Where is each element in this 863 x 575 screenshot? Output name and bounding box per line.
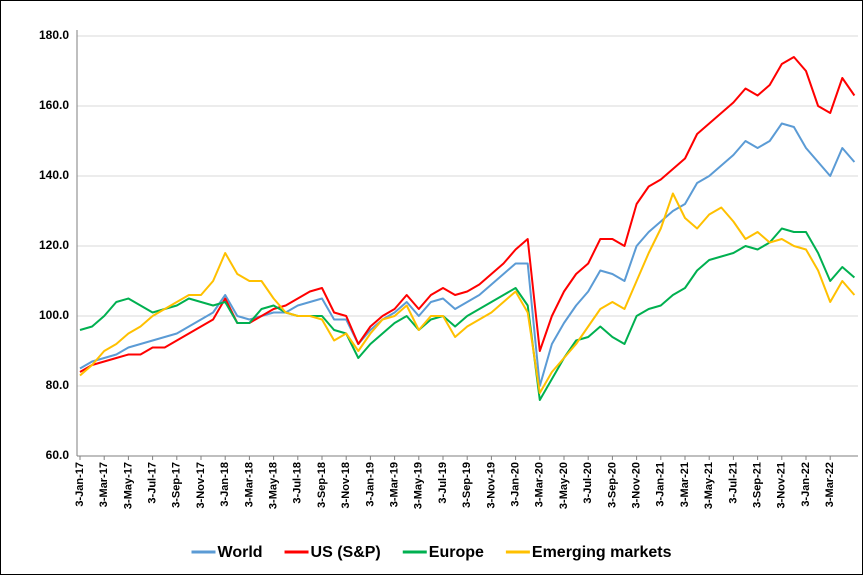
x-tick-label: 3-Jul-20 <box>582 462 594 504</box>
y-tick-label: 140.0 <box>39 168 69 182</box>
plot <box>79 56 856 401</box>
x-tick-label: 3-Nov-19 <box>485 462 497 508</box>
legend-label: Emerging markets <box>532 544 672 561</box>
x-tick-label: 3-Jan-19 <box>364 462 376 507</box>
x-tick-label: 3-Jan-17 <box>74 462 86 507</box>
y-tick-label: 180.0 <box>39 28 69 42</box>
series-line <box>79 122 856 387</box>
x-tick-label: 3-Jul-19 <box>437 462 449 504</box>
y-tick-label: 160.0 <box>39 98 69 112</box>
y-tick-label: 120.0 <box>39 238 69 252</box>
legend-item: Emerging markets <box>505 544 672 561</box>
y-tick-label: 60.0 <box>46 448 70 462</box>
x-tick-label: 3-Sep-17 <box>171 462 183 508</box>
x-tick-label: 3-Nov-18 <box>340 462 352 508</box>
y-tick-label: 100.0 <box>39 308 69 322</box>
legend-item: World <box>191 544 263 561</box>
x-tick-label: 3-Jan-18 <box>219 462 231 507</box>
x-tick-label: 3-Nov-17 <box>195 462 207 508</box>
x-tick-label: 3-Jan-20 <box>510 462 522 507</box>
legend: World US (S&P) Europe Emerging markets <box>191 544 672 561</box>
x-tick-label: 3-May-19 <box>413 462 425 509</box>
x-tick-label: 3-Jul-21 <box>727 462 739 504</box>
x-tick-label: 3-Mar-20 <box>534 462 546 507</box>
x-tick-label: 3-Jul-18 <box>292 462 304 504</box>
x-tick-label: 3-Jul-17 <box>147 462 159 504</box>
series-line <box>79 192 856 394</box>
x-tick-label: 3-Jan-22 <box>800 462 812 507</box>
legend-item: US (S&P) <box>284 544 381 561</box>
x-tick-label: 3-Nov-21 <box>776 462 788 508</box>
series-line <box>79 56 856 373</box>
x-tick-label: 3-Mar-17 <box>98 462 110 507</box>
x-tick-label: 3-Mar-19 <box>389 462 401 507</box>
x-tick-label: 3-Sep-19 <box>461 462 473 508</box>
legend-label: World <box>218 544 263 561</box>
legend-label: US (S&P) <box>311 544 381 561</box>
x-tick-label: 3-Sep-18 <box>316 462 328 508</box>
x-tick-label: 3-May-17 <box>122 462 134 509</box>
legend-label: Europe <box>429 544 484 561</box>
x-tick-label: 3-May-18 <box>268 462 280 509</box>
x-tick-label: 3-Sep-21 <box>752 462 764 508</box>
x-tick-label: 3-May-21 <box>703 462 715 509</box>
legend-item: Europe <box>402 544 484 561</box>
axes: 60.0 80.0 100.0 120.0 140.0 160.0 180.0 3-Jan-1… <box>39 28 858 509</box>
x-tick-label: 3-Mar-18 <box>243 462 255 507</box>
x-tick-label: 3-Jan-21 <box>655 462 667 507</box>
x-tick-label: 3-Nov-20 <box>631 462 643 508</box>
x-tick-label: 3-Mar-22 <box>824 462 836 507</box>
x-tick-label: 3-Sep-20 <box>606 462 618 508</box>
x-tick-label: 3-Mar-21 <box>679 462 691 507</box>
series-line <box>79 227 856 401</box>
x-tick-label: 3-May-20 <box>558 462 570 509</box>
y-tick-label: 80.0 <box>46 378 70 392</box>
